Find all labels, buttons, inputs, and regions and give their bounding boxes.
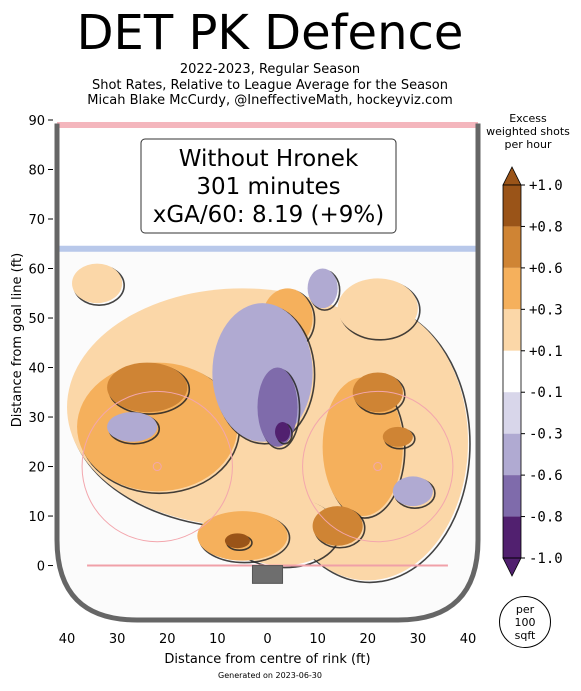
- y-tick-label: 40: [28, 362, 45, 377]
- colorbar-segment: [503, 433, 521, 476]
- y-tick-label: 10: [28, 510, 45, 525]
- x-tick-label: 10: [209, 632, 226, 647]
- colorbar-title-line: Excess: [509, 112, 547, 125]
- y-axis-label: Distance from goal line (ft): [10, 253, 25, 427]
- colorbar-segment: [503, 475, 521, 517]
- x-tick-label: 30: [109, 632, 126, 647]
- colorbar-title-line: weighted shots: [486, 125, 570, 138]
- colorbar-frame: [502, 184, 522, 559]
- info-box-minutes: 301 minutes: [196, 174, 340, 200]
- subtitle-line-author: Micah Blake McCurdy, @IneffectiveMath, h…: [87, 93, 453, 108]
- y-tick-label: 90: [28, 114, 45, 129]
- y-tick-label: 20: [28, 461, 45, 476]
- heat-region: [224, 533, 250, 549]
- chart-subtitle: 2022-2023, Regular Season Shot Rates, Re…: [0, 62, 540, 109]
- heat-region: [275, 421, 291, 442]
- x-tick-label: 10: [309, 632, 326, 647]
- colorbar-label: -0.8: [529, 510, 563, 526]
- x-tick-label: 30: [410, 632, 427, 647]
- x-tick-label: 40: [59, 632, 76, 647]
- colorbar-label: -1.0: [529, 551, 563, 567]
- y-tick-label: 50: [28, 312, 45, 327]
- heat-region: [312, 506, 363, 546]
- x-tick-label: 40: [460, 632, 477, 647]
- rink-boards: [54, 123, 481, 623]
- heat-region: [107, 412, 158, 442]
- colorbar-segment: [503, 267, 521, 310]
- unit-badge-line: sqft: [514, 628, 536, 642]
- unit-badge: per 100 sqft: [499, 596, 551, 648]
- generated-note: Generated on 2023-06-30: [218, 671, 322, 680]
- colorbar-segment: [503, 226, 521, 268]
- y-tick-label: 60: [28, 263, 45, 278]
- info-box-xga: xGA/60: 8.19 (+9%): [153, 202, 384, 228]
- subtitle-line-description: Shot Rates, Relative to League Average f…: [91, 77, 449, 93]
- info-box-frame: [140, 138, 397, 234]
- info-box: Without Hronek 301 minutes xGA/60: 8.19 …: [140, 138, 397, 234]
- faceoff-dot: [152, 462, 162, 472]
- colorbar-label: -0.6: [529, 468, 563, 484]
- colorbar-min-arrow: [502, 557, 522, 577]
- x-tick-label: 20: [359, 632, 376, 647]
- colorbar-label: -0.1: [529, 385, 563, 401]
- heat-region: [392, 476, 433, 507]
- chart-axes: 40 30 20 10 0 10 20 30 40 0 10 20 30 40 50 60 70 80 90: [28, 114, 476, 647]
- heat-region: [72, 263, 123, 304]
- colorbar-segment: [503, 392, 521, 434]
- colorbar: +1.0 +0.8 +0.6 +0.3 +0.1 -0.1 -0.3 -0.6 -0.8 -1.0: [502, 166, 563, 577]
- heat-region: [382, 426, 413, 447]
- y-tick-label: 30: [28, 411, 45, 426]
- y-tick-label: 0: [37, 560, 45, 575]
- heat-region: [322, 377, 403, 517]
- heat-region: [352, 372, 403, 413]
- colorbar-label: +0.8: [529, 219, 563, 235]
- x-axis-label: Distance from centre of rink (ft): [164, 652, 370, 667]
- colorbar-label: +0.6: [529, 261, 563, 277]
- colorbar-label: +0.1: [529, 344, 563, 360]
- unit-badge-line: per: [515, 602, 535, 616]
- faceoff-circle: [81, 390, 233, 543]
- goal-net: [251, 565, 284, 584]
- rink-markings: [54, 121, 481, 623]
- heat-region: [307, 268, 338, 309]
- unit-badge-line: 100: [514, 615, 536, 629]
- x-tick-label: 0: [263, 632, 271, 647]
- faceoff-circle: [302, 390, 454, 543]
- x-tick-label: 20: [159, 632, 176, 647]
- faceoff-dot: [373, 462, 383, 472]
- colorbar-label: -0.3: [529, 427, 563, 443]
- subtitle-line-season: 2022-2023, Regular Season: [179, 62, 361, 77]
- heat-region: [337, 278, 418, 338]
- colorbar-segment: [503, 309, 521, 351]
- colorbar-label: +0.3: [529, 302, 563, 318]
- colorbar-max-arrow: [502, 166, 522, 186]
- colorbar-title-line: per hour: [504, 138, 552, 151]
- y-tick-label: 80: [28, 164, 45, 179]
- heat-region: [107, 362, 188, 413]
- colorbar-segment: [503, 185, 521, 227]
- colorbar-segment: [503, 516, 521, 558]
- colorbar-label: +1.0: [529, 178, 563, 194]
- colorbar-title: Excess weighted shots per hour: [478, 112, 578, 151]
- info-box-player: Without Hronek: [179, 146, 359, 172]
- colorbar-segment: [503, 350, 521, 393]
- chart-title: DET PK Defence: [76, 5, 464, 61]
- y-tick-label: 70: [28, 213, 45, 228]
